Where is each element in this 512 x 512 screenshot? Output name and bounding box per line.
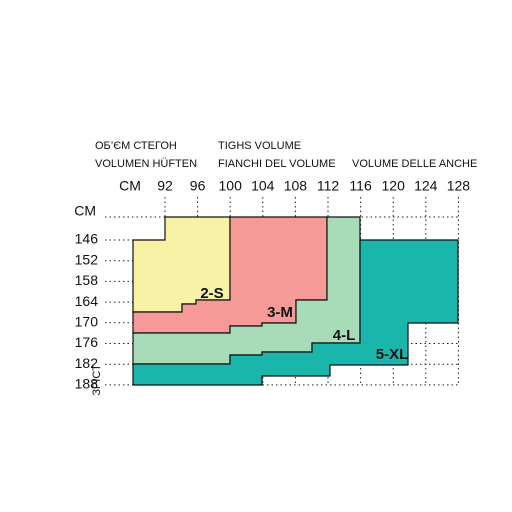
size-label: 2-S [200,285,223,302]
y-tick-label: 164 [75,293,99,309]
x-tick-label: 116 [349,178,372,194]
x-tick-label: 92 [157,178,173,194]
x-tick-label: 120 [382,178,406,194]
size-label: 4-L [333,327,356,344]
x-tick-label: 104 [251,178,275,194]
size-label: 3-M [267,304,293,321]
y-tick-label: 188 [75,376,99,392]
header-label: VOLUMEN HÜFTEN [95,158,197,170]
header-label: TIGHS VOLUME [218,140,301,152]
x-tick-label: 100 [219,178,243,194]
x-tick-label: 112 [317,178,340,194]
size-region [132,239,459,386]
y-title: ЗРІСТ [91,364,103,396]
y-tick-label: 146 [75,231,99,247]
header-label: VOLUME DELLE ANCHE [352,158,477,170]
x-tick-label: 96 [190,178,206,194]
x-unit: CM [119,178,141,194]
x-tick-label: 128 [447,178,471,194]
y-tick-label: 158 [75,272,99,288]
x-tick-label: 108 [284,178,308,194]
y-tick-label: 182 [75,355,99,371]
x-tick-label: 124 [414,178,438,194]
header-label: ОБ’ЄМ СТЕГОН [95,140,177,152]
y-unit: CM [74,203,96,219]
y-tick-label: 170 [75,314,99,330]
y-tick-label: 176 [75,334,99,350]
y-tick-label: 152 [75,251,99,267]
size-label: 5-XL [376,346,409,363]
header-label: FIANCHI DEL VOLUME [218,158,336,170]
